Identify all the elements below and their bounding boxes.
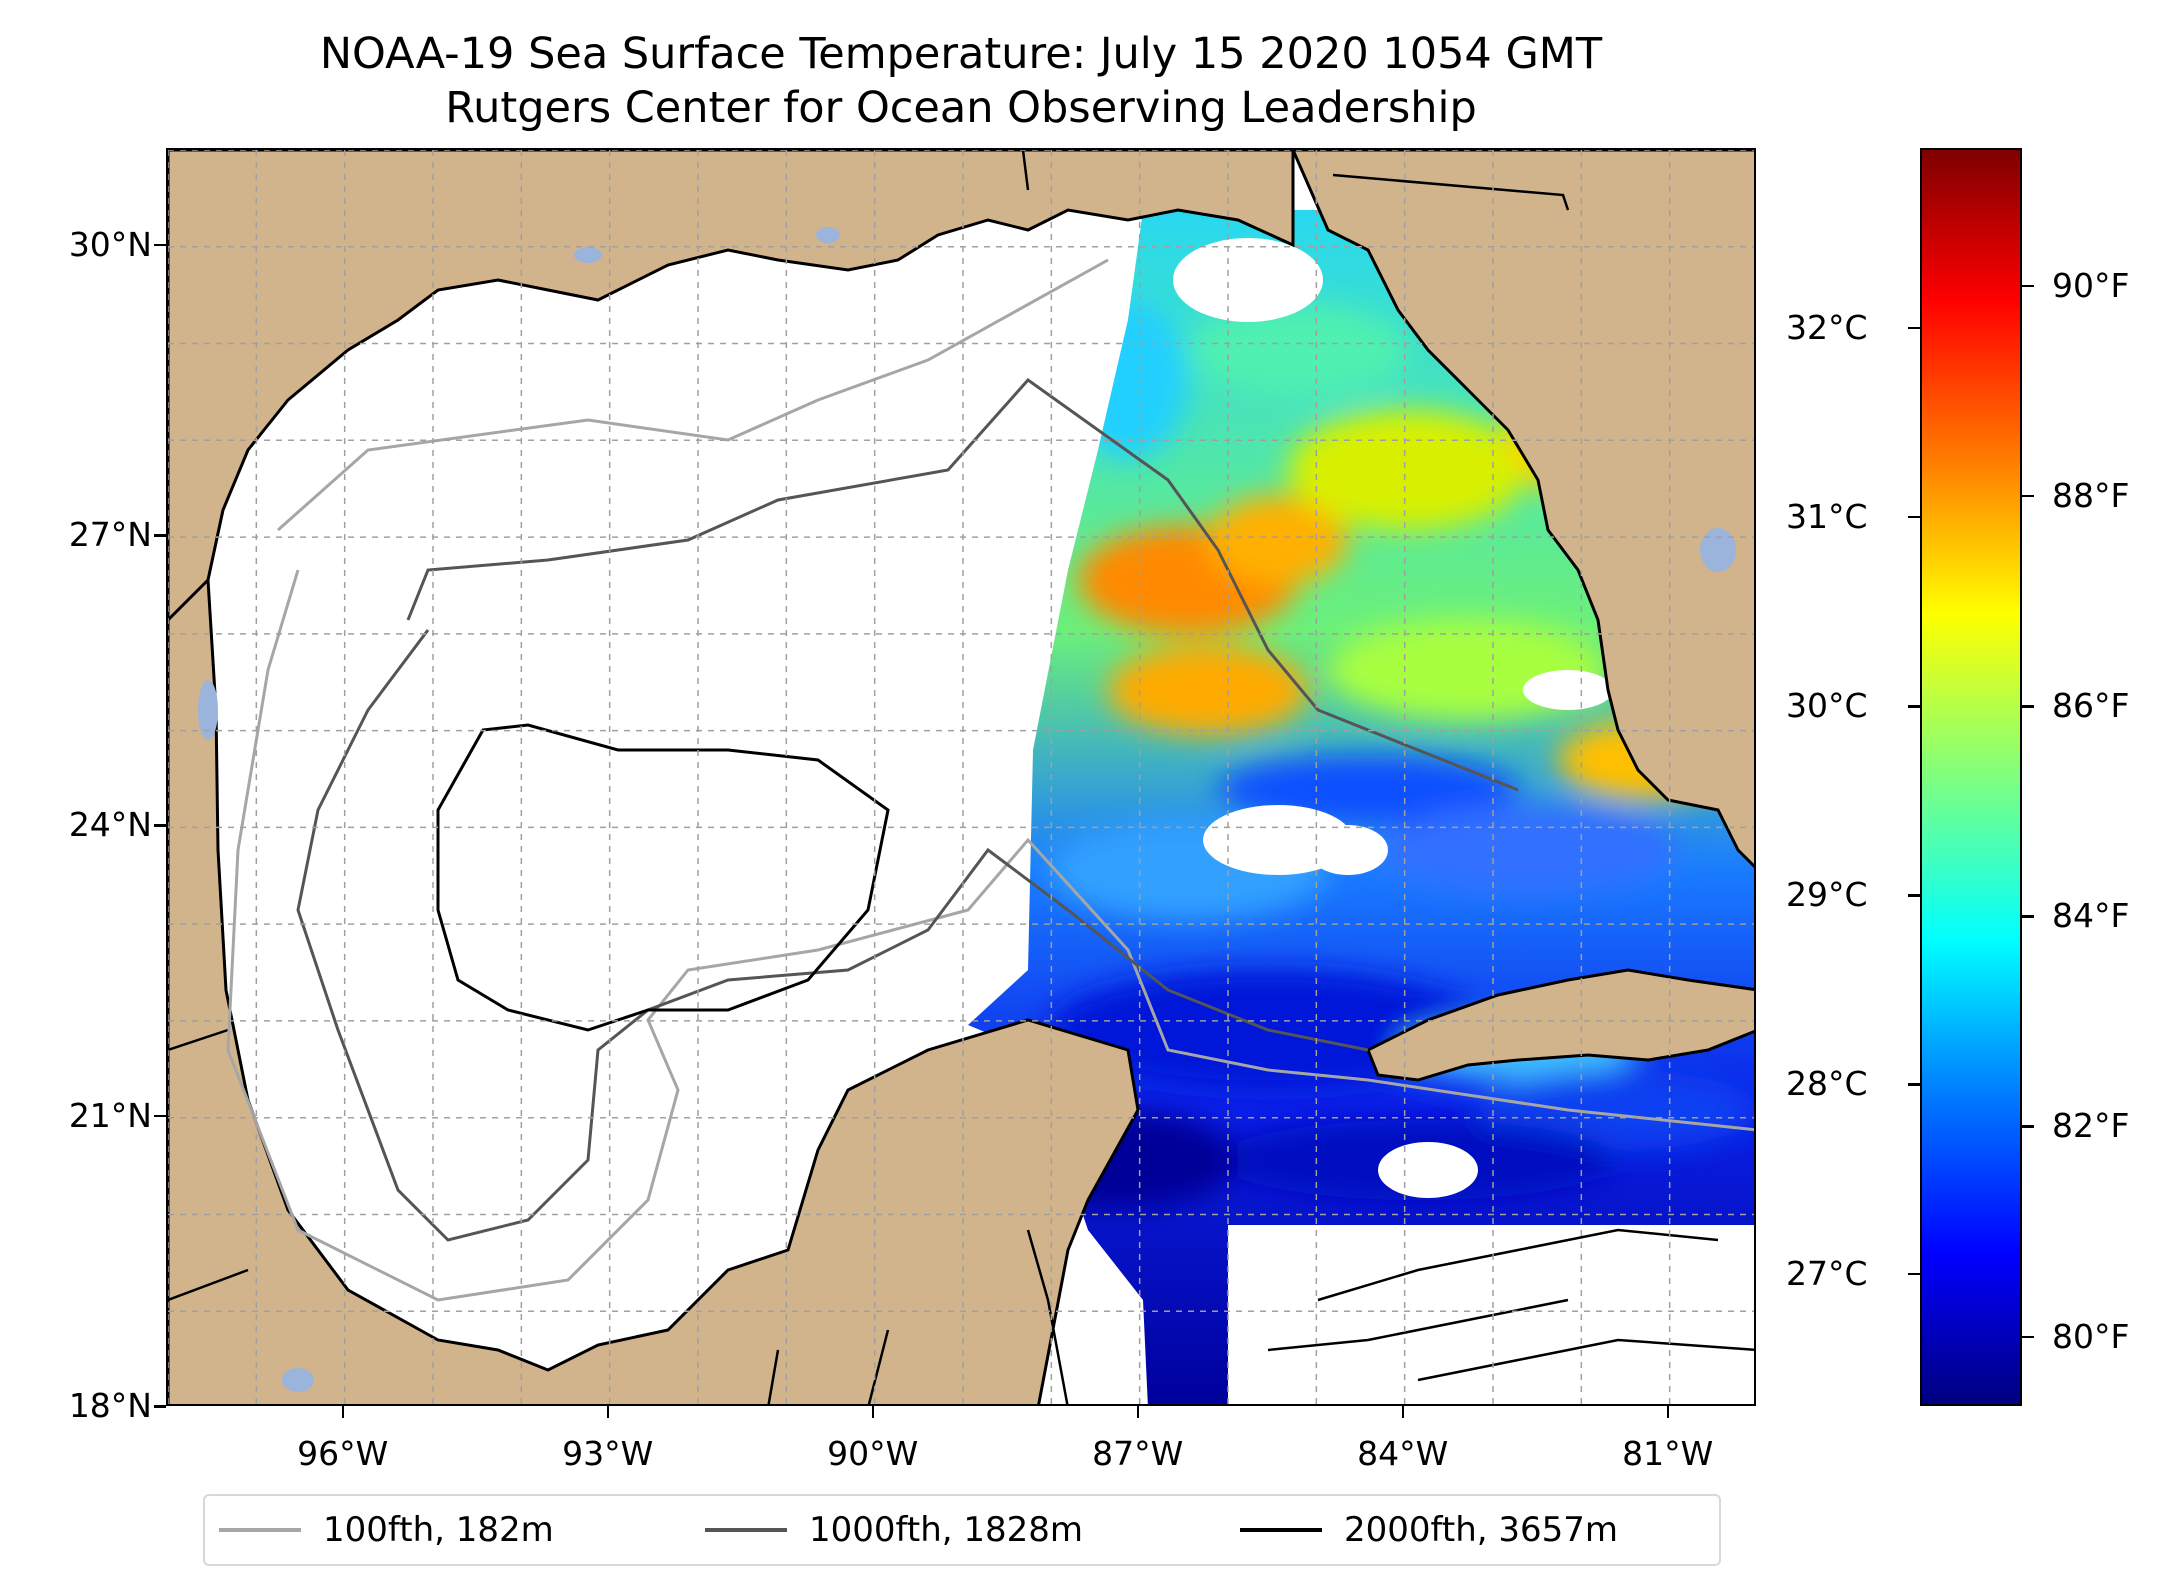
legend-label: 100fth, 182m	[323, 1510, 554, 1550]
colorbar	[1920, 148, 2022, 1406]
celsius-tick-mark	[1908, 326, 1920, 330]
fahrenheit-tick-mark	[2022, 1335, 2034, 1339]
legend-line-100fth	[219, 1528, 301, 1532]
fahrenheit-tick-label: 90°F	[2052, 265, 2130, 305]
lat-tick-mark	[154, 824, 166, 827]
lon-tick-mark	[606, 1406, 610, 1418]
lat-tick-label: 30°N	[68, 224, 152, 264]
lon-tick-mark	[1401, 1406, 1405, 1418]
lon-tick-mark	[871, 1406, 875, 1418]
lon-tick-mark	[1666, 1406, 1670, 1418]
lat-tick-label: 18°N	[68, 1386, 152, 1425]
lon-tick-mark	[341, 1406, 345, 1418]
legend-entry: 2000fth, 3657m	[1240, 1496, 1618, 1564]
fahrenheit-tick-mark	[2022, 494, 2034, 498]
figure-title: NOAA-19 Sea Surface Temperature: July 15…	[319, 29, 1603, 79]
fahrenheit-tick-mark	[2022, 1125, 2034, 1128]
fahrenheit-tick-mark	[2022, 915, 2034, 918]
lat-tick-mark	[154, 1114, 166, 1118]
fahrenheit-tick-label: 80°F	[2052, 1316, 2130, 1356]
celsius-tick-mark	[1908, 515, 1920, 519]
celsius-tick-label: 27°C	[1786, 1253, 1868, 1293]
celsius-tick-label: 30°C	[1786, 686, 1868, 726]
legend-label: 1000fth, 1828m	[809, 1510, 1084, 1550]
isobaths	[226, 258, 1754, 1382]
lon-tick-label: 90°W	[827, 1434, 919, 1473]
fahrenheit-tick-label: 84°F	[2052, 896, 2130, 936]
lakes	[198, 227, 1736, 1392]
lon-tick-label: 84°W	[1357, 1434, 1449, 1473]
celsius-tick-label: 28°C	[1786, 1064, 1868, 1104]
celsius-tick-mark	[1908, 894, 1920, 897]
lon-tick-label: 87°W	[1092, 1434, 1184, 1473]
lon-tick-label: 93°W	[562, 1434, 654, 1473]
legend-label: 2000fth, 3657m	[1344, 1510, 1619, 1550]
map-canvas	[168, 150, 1754, 1404]
lon-tick-mark	[1136, 1406, 1140, 1418]
isobath-legend: 100fth, 182m 1000fth, 1828m 2000fth, 365…	[203, 1494, 1721, 1566]
legend-entry: 100fth, 182m	[219, 1496, 554, 1564]
lon-tick-label: 81°W	[1622, 1434, 1714, 1473]
celsius-tick-label: 31°C	[1786, 496, 1868, 536]
lon-tick-label: 96°W	[297, 1434, 389, 1473]
celsius-tick-mark	[1908, 1083, 1920, 1086]
lat-tick-mark	[154, 243, 166, 247]
fahrenheit-tick-mark	[2022, 284, 2034, 288]
celsius-tick-mark	[1908, 1272, 1920, 1276]
legend-entry: 1000fth, 1828m	[705, 1496, 1083, 1564]
lat-tick-label: 27°N	[68, 515, 152, 555]
lat-tick-mark	[154, 534, 166, 537]
lat-tick-mark	[154, 1405, 166, 1408]
lat-tick-label: 24°N	[68, 805, 152, 845]
gridlines	[168, 150, 1754, 1404]
fahrenheit-tick-mark	[2022, 705, 2034, 708]
celsius-tick-label: 32°C	[1786, 307, 1868, 347]
land	[168, 150, 1754, 1404]
celsius-tick-mark	[1908, 705, 1920, 708]
map-panel	[166, 148, 1756, 1406]
borders	[168, 150, 1570, 1404]
lat-tick-label: 21°N	[68, 1095, 152, 1135]
legend-line-1000fth	[705, 1528, 787, 1532]
celsius-tick-label: 29°C	[1786, 875, 1868, 915]
legend-line-2000fth	[1240, 1528, 1322, 1532]
figure-subtitle: Rutgers Center for Ocean Observing Leade…	[445, 83, 1477, 133]
fahrenheit-tick-label: 82°F	[2052, 1106, 2130, 1146]
fahrenheit-tick-label: 86°F	[2052, 686, 2130, 726]
fahrenheit-tick-label: 88°F	[2052, 475, 2130, 515]
